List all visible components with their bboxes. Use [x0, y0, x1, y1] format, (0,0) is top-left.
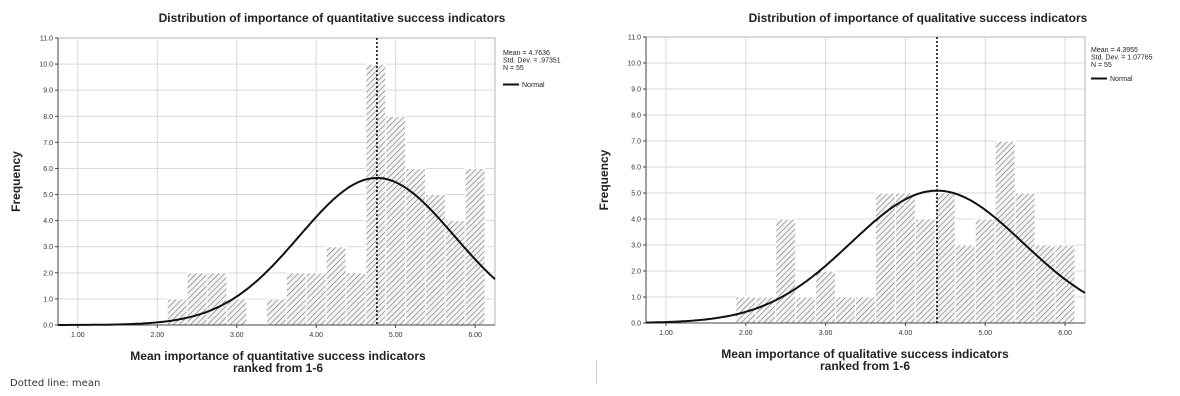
faint-divider-mark [596, 360, 597, 384]
x-tick-label: 6.00 [468, 332, 482, 339]
y-tick-label: 6.0 [631, 165, 641, 172]
y-axis-label: Frequency [597, 149, 611, 210]
x-tick-label: 5.00 [978, 330, 992, 337]
x-tick-label: 3.00 [819, 330, 833, 337]
chart-2: 0.0 1.0 2.0 3.0 4.0 5.0 6.0 7.0 8.0 9.0 10.0 11.0 1.… [597, 11, 1153, 373]
histogram-bar [285, 272, 307, 326]
stats-line: N = 55 [1091, 62, 1112, 69]
y-tick-label: 9.0 [631, 87, 641, 94]
histogram-bar [835, 296, 857, 324]
y-tick-label: 7.0 [43, 140, 53, 147]
y-tick-label: 7.0 [631, 139, 641, 146]
histogram-bar [325, 246, 347, 326]
histogram-bar [305, 272, 327, 326]
footnote: Dotted line: mean [10, 378, 101, 389]
stats-line: Mean = 4.7636 [503, 50, 550, 57]
y-tick-label: 2.0 [631, 269, 641, 276]
histogram-bar [815, 270, 837, 324]
x-tick-label: 2.00 [739, 330, 753, 337]
normal-curve [58, 177, 496, 326]
y-tick-label: 3.0 [43, 244, 53, 251]
x-tick-label: 6.00 [1058, 330, 1072, 337]
y-tick-label: 8.0 [43, 114, 53, 121]
x-tick-label: 3.00 [230, 332, 244, 339]
stats-line: Mean = 4.3955 [1091, 47, 1138, 54]
histogram-bar [206, 272, 228, 326]
y-tick-label: 0.0 [631, 321, 641, 328]
y-tick-label: 1.0 [43, 296, 53, 303]
y-tick-label: 2.0 [43, 270, 53, 277]
x-axis-label-line1: Mean importance of quantitative success … [130, 349, 426, 363]
x-tick-label: 2.00 [151, 332, 165, 339]
y-tick-label: 4.0 [631, 217, 641, 224]
histogram-bar [345, 272, 367, 326]
legend-label-normal: Normal [1110, 76, 1133, 83]
histogram-bar [1014, 192, 1036, 324]
y-tick-label: 5.0 [43, 192, 53, 199]
stats-line: Std. Dev. = 1.07765 [1091, 55, 1153, 62]
histogram-bar [775, 218, 797, 324]
y-tick-label: 9.0 [43, 88, 53, 95]
histogram-bar [914, 218, 936, 324]
histogram-bar [954, 244, 976, 324]
histogram-bar [405, 167, 426, 326]
x-axis-label-line2: ranked from 1-6 [233, 361, 323, 375]
stats-line: Std. Dev. = .97351 [503, 58, 561, 65]
y-tick-label: 3.0 [631, 243, 641, 250]
y-tick-label: 1.0 [631, 295, 641, 302]
histogram-bar [266, 298, 287, 326]
histogram-bar [974, 218, 996, 324]
y-tick-label: 8.0 [631, 113, 641, 120]
chart-1: 0.0 1.0 2.0 3.0 4.0 5.0 6.0 7.0 8.0 9.0 10.0 11.0 1.… [9, 11, 561, 375]
histogram-bar [934, 192, 956, 324]
histogram-bar [385, 115, 407, 326]
x-axis-label-line2: ranked from 1-6 [820, 359, 910, 373]
y-tick-label: 5.0 [631, 191, 641, 198]
y-tick-label: 4.0 [43, 218, 53, 225]
x-tick-label: 1.00 [71, 332, 85, 339]
y-tick-label: 6.0 [43, 166, 53, 173]
legend-label-normal: Normal [522, 82, 545, 89]
y-tick-label: 10.0 [39, 62, 53, 69]
x-axis-label-line1: Mean importance of qualitative success i… [721, 347, 1009, 361]
histogram-bar [365, 63, 387, 326]
histogram-bar [894, 192, 916, 324]
x-tick-label: 4.00 [309, 332, 323, 339]
chart-title: Distribution of importance of qualitativ… [749, 11, 1088, 25]
x-tick-label: 5.00 [389, 332, 403, 339]
y-tick-label: 11.0 [40, 36, 53, 43]
histogram-bar [855, 296, 876, 324]
y-tick-label: 10.0 [627, 61, 641, 68]
y-tick-label: 0.0 [43, 323, 53, 330]
histogram-bar [795, 296, 817, 324]
y-axis-label: Frequency [9, 151, 23, 212]
y-tick-label: 11.0 [628, 35, 641, 42]
normal-curve [645, 189, 1086, 324]
histogram-bar [464, 167, 486, 326]
x-tick-label: 4.00 [899, 330, 913, 337]
x-tick-label: 1.00 [659, 330, 673, 337]
histogram-bar [226, 298, 248, 326]
stats-line: N = 55 [503, 65, 524, 72]
chart-title: Distribution of importance of quantitati… [159, 11, 506, 25]
